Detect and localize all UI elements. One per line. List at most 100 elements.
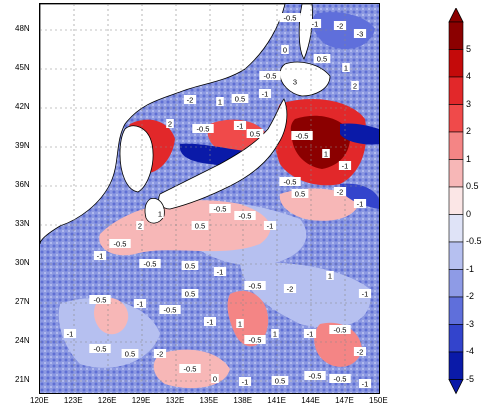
colorbar-tick-label: -4 (466, 346, 475, 356)
contour-value-label: -0.5 (329, 374, 351, 384)
contour-value-label: -0.5 (329, 325, 351, 335)
colorbar-swatch (448, 104, 464, 133)
contour-value-label: -1 (203, 317, 217, 327)
contour-value-label: -2 (153, 349, 167, 359)
longitude-tick-label: 141E (267, 396, 286, 405)
latitude-tick-label: 21N (15, 375, 30, 384)
longitude-tick-label: 123E (63, 396, 83, 405)
contour-value-label: 2 (136, 221, 144, 231)
colorbar-tick-label: 5 (466, 43, 472, 54)
contour-value-label: -0.5 (192, 124, 214, 134)
colorbar-swatch (448, 21, 464, 50)
contour-value-label: -0.5 (89, 344, 111, 354)
svg-text:-2: -2 (157, 350, 164, 359)
latitude-tick-label: 27N (15, 297, 30, 306)
colorbar-tick-label: -3 (466, 318, 475, 329)
contour-value-label: -0.5 (244, 335, 266, 345)
contour-value-label: 0.5 (271, 376, 289, 386)
colorbar-top-arrow (448, 7, 464, 23)
svg-text:-1: -1 (342, 162, 349, 171)
contour-value-label: -0.5 (109, 239, 131, 249)
strong-negative-band (340, 183, 379, 209)
contour-value-label: 1 (156, 209, 164, 219)
colorbar-swatch (448, 76, 464, 105)
svg-text:0: 0 (283, 46, 287, 55)
svg-text:-0.5: -0.5 (264, 72, 277, 81)
colorbar-tick-label: -2 (466, 291, 475, 301)
latitude-tick-label: 45N (15, 63, 30, 72)
contour-value-label: 1 (271, 329, 279, 339)
contour-value-label: 0.5 (181, 289, 199, 299)
svg-text:-0.5: -0.5 (309, 372, 322, 381)
svg-text:-1: -1 (97, 252, 104, 261)
svg-text:-0.5: -0.5 (249, 282, 262, 291)
sakhalin-island (298, 4, 313, 60)
contour-value-label: -0.5 (291, 131, 313, 141)
contour-value-label: 1 (236, 319, 244, 329)
longitude-tick-label: 147E (335, 396, 354, 405)
svg-text:-1: -1 (237, 122, 244, 131)
svg-text:-1: -1 (262, 90, 269, 99)
colorbar-swatch (448, 269, 464, 298)
positive-anomaly-region (227, 290, 269, 347)
svg-text:-1: -1 (67, 330, 74, 339)
svg-text:-0.5: -0.5 (114, 240, 127, 249)
contour-value-label: 0.5 (191, 221, 209, 231)
svg-text:0.5: 0.5 (125, 350, 135, 359)
longitude-tick-label: 126E (97, 396, 117, 405)
longitude-tick-label: 144E (301, 396, 320, 405)
contour-value-label: 0.5 (313, 54, 331, 64)
svg-text:0.5: 0.5 (275, 377, 285, 386)
contour-value-label: 3 (291, 77, 299, 87)
longitude-tick-label: 138E (233, 396, 253, 405)
colorbar-swatch (448, 49, 464, 78)
svg-text:1: 1 (218, 98, 222, 107)
colorbar-tick-label: 0 (466, 208, 472, 219)
latitude-tick-label: 24N (15, 336, 30, 345)
contour-value-label: -1 (133, 299, 147, 309)
svg-text:-2: -2 (357, 348, 364, 357)
contour-value-label: -1 (358, 289, 372, 299)
contour-value-label: 0.5 (246, 129, 264, 139)
contour-value-label: -1 (358, 379, 372, 389)
colorbar-swatch (448, 296, 464, 325)
svg-text:0.5: 0.5 (250, 130, 260, 139)
svg-text:-0.5: -0.5 (184, 365, 197, 374)
contour-value-label: -2 (333, 21, 347, 31)
colorbar-swatch (448, 351, 464, 380)
svg-text:-0.5: -0.5 (334, 326, 347, 335)
svg-text:-1: -1 (362, 290, 369, 299)
latitude-tick-label: 48N (15, 24, 30, 33)
positive-anomaly-region (94, 297, 129, 335)
svg-text:0.5: 0.5 (195, 222, 205, 231)
colorbar-svg (448, 7, 464, 395)
colorbar-swatch (448, 241, 464, 270)
colorbar-swatch (448, 324, 464, 353)
colorbar-tick-label: 0.5 (466, 181, 479, 191)
colorbar-tick-label: -5 (466, 373, 475, 384)
contour-value-label: 0.5 (291, 189, 309, 199)
svg-text:-0.5: -0.5 (164, 306, 177, 315)
svg-text:-0.5: -0.5 (144, 260, 157, 269)
colorbar-tick-label: -0.5 (466, 236, 482, 246)
svg-text:-1: -1 (207, 318, 214, 327)
contour-value-label: -3 (353, 29, 367, 39)
strong-negative-band (313, 12, 375, 49)
latitude-tick-label: 30N (15, 258, 30, 267)
svg-text:-1: -1 (267, 222, 274, 231)
contour-value-label: -0.5 (139, 259, 161, 269)
latitude-tick-label: 33N (15, 219, 30, 228)
svg-text:2: 2 (168, 120, 172, 129)
colorbar-tick-label: 1 (466, 153, 472, 164)
colorbar-tick-label: -1 (466, 263, 475, 274)
svg-text:-0.5: -0.5 (239, 212, 252, 221)
contour-value-label: -1 (338, 161, 352, 171)
contour-value-label: -0.5 (259, 71, 281, 81)
contour-value-label: -0.5 (279, 177, 301, 187)
japan-honshu (158, 98, 288, 210)
contour-value-label: -0.5 (234, 211, 256, 221)
colorbar-swatch (448, 186, 464, 215)
svg-text:-0.5: -0.5 (249, 336, 262, 345)
